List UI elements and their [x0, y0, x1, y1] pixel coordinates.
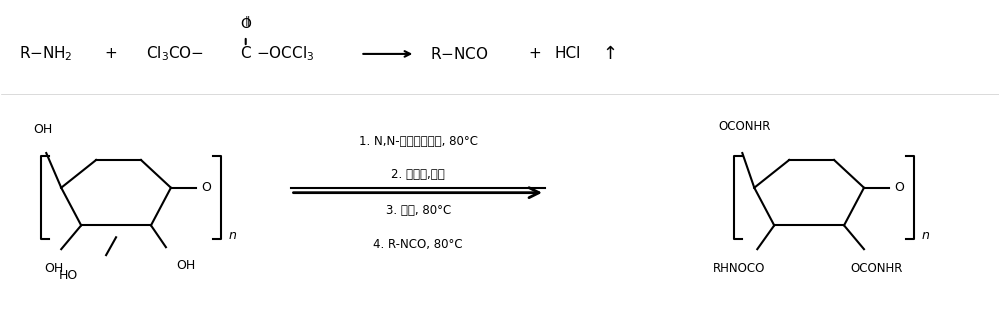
Text: OH: OH	[45, 262, 64, 275]
Text: O: O	[201, 181, 211, 194]
Text: ‖: ‖	[245, 16, 250, 26]
Text: C: C	[240, 46, 251, 61]
Text: R$-$NCO: R$-$NCO	[430, 46, 489, 62]
Text: 3. 吨吠, 80°C: 3. 吨吠, 80°C	[386, 204, 451, 217]
Text: R$-$NH$_2$: R$-$NH$_2$	[19, 44, 73, 63]
Text: HCl: HCl	[555, 46, 581, 61]
Text: OCONHR: OCONHR	[851, 262, 903, 275]
Text: OH: OH	[34, 123, 53, 136]
Text: n: n	[229, 229, 237, 242]
Text: 1. N,N-二甲基乙酰胺, 80°C: 1. N,N-二甲基乙酰胺, 80°C	[359, 135, 478, 148]
Text: n: n	[922, 229, 930, 242]
Text: $-$OCCl$_3$: $-$OCCl$_3$	[256, 44, 314, 63]
Text: +: +	[105, 46, 117, 61]
Text: ↑: ↑	[602, 45, 617, 63]
Text: RHNOCO: RHNOCO	[713, 262, 766, 275]
Text: 4. R-NCO, 80°C: 4. R-NCO, 80°C	[373, 238, 463, 251]
Text: O: O	[894, 181, 904, 194]
Text: Cl$_3$CO$-$: Cl$_3$CO$-$	[146, 44, 204, 63]
Text: +: +	[529, 46, 541, 61]
Text: OCONHR: OCONHR	[718, 120, 771, 133]
Text: 2. 氯化锂,常温: 2. 氯化锂,常温	[391, 168, 445, 181]
Text: O: O	[240, 17, 251, 31]
Text: OH: OH	[176, 259, 195, 272]
Text: HO: HO	[59, 269, 78, 282]
